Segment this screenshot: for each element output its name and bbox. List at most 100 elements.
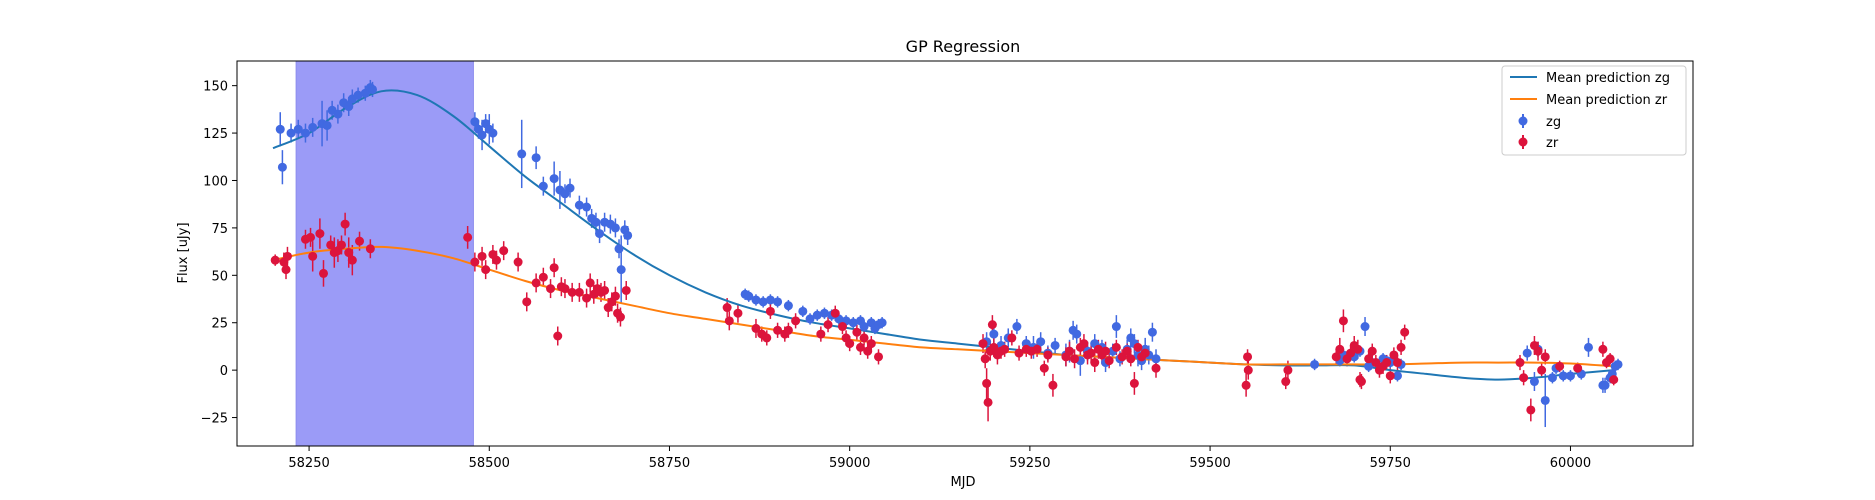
point-zr-81	[1007, 333, 1017, 343]
point-zg-26	[549, 174, 559, 184]
point-zr-18	[463, 232, 473, 242]
x-tick-label-2: 58750	[649, 456, 690, 471]
point-zr-101	[1111, 342, 1121, 352]
point-zr-20	[477, 251, 487, 261]
point-zg-45	[758, 297, 768, 307]
point-zr-16	[355, 236, 365, 246]
line-mean-prediction-zg	[272, 89, 1614, 381]
point-zr-41	[600, 285, 610, 295]
point-zr-21	[481, 265, 491, 275]
point-zr-62	[837, 322, 847, 332]
legend-swatch-zg-marker	[1518, 116, 1528, 126]
point-zg-37	[610, 223, 620, 233]
point-zr-126	[1371, 358, 1381, 368]
legend-label-zr-line: Mean prediction zr	[1546, 93, 1668, 108]
y-tick-label-4: 75	[211, 222, 228, 237]
point-zr-121	[1353, 344, 1363, 354]
point-zg-72	[1050, 340, 1060, 350]
point-zr-27	[531, 278, 541, 288]
point-zg-3	[293, 124, 303, 134]
x-tick-label-7: 60000	[1550, 456, 1591, 471]
point-zg-7	[322, 120, 332, 130]
point-zr-14	[344, 248, 354, 258]
point-zg-115	[1565, 371, 1575, 381]
point-zg-11	[344, 102, 354, 112]
point-zg-56	[848, 318, 858, 328]
point-zr-57	[783, 325, 793, 335]
point-zr-2	[282, 251, 292, 261]
point-zr-24	[499, 246, 509, 256]
point-zr-147	[1609, 375, 1619, 385]
point-zg-22	[488, 128, 498, 138]
point-zg-94	[1310, 359, 1320, 369]
point-zr-143	[1573, 363, 1583, 373]
y-tick-label-6: 125	[203, 127, 228, 142]
point-zg-106	[1392, 371, 1402, 381]
point-zr-146	[1605, 354, 1615, 364]
point-zr-111	[1243, 352, 1253, 362]
point-zr-60	[823, 320, 833, 330]
point-zg-119	[1600, 380, 1610, 390]
point-zr-80	[1000, 344, 1010, 354]
point-zr-65	[852, 327, 862, 337]
point-zr-8	[318, 268, 328, 278]
point-zr-85	[1032, 344, 1042, 354]
point-zg-33	[591, 217, 601, 227]
point-zr-25	[513, 257, 523, 267]
point-zr-129	[1382, 358, 1392, 368]
y-tick-label-0: −25	[201, 412, 228, 427]
point-zr-99	[1101, 346, 1111, 356]
x-tick-label-1: 58500	[469, 456, 510, 471]
point-zg-0	[275, 124, 285, 134]
point-zg-16	[368, 84, 378, 94]
point-zr-31	[553, 331, 563, 341]
point-zg-108	[1522, 348, 1532, 358]
point-zg-2	[286, 128, 296, 138]
point-zr-105	[1129, 378, 1139, 388]
data-points	[270, 83, 1623, 415]
point-zg-52	[819, 308, 829, 318]
point-zr-35	[574, 287, 584, 297]
x-tick-label-3: 59000	[829, 456, 870, 471]
point-zr-88	[1048, 380, 1058, 390]
point-zr-125	[1367, 346, 1377, 356]
point-zr-30	[549, 263, 559, 273]
point-zr-28	[538, 272, 548, 282]
chart-title: GP Regression	[906, 37, 1021, 56]
point-zg-24	[531, 153, 541, 163]
point-zr-72	[980, 354, 990, 364]
point-zr-103	[1122, 346, 1132, 356]
point-zr-133	[1396, 342, 1406, 352]
y-tick-label-7: 150	[203, 80, 228, 95]
point-zr-130	[1385, 371, 1395, 381]
legend-box	[1501, 65, 1687, 156]
point-zr-49	[724, 316, 734, 326]
point-zr-68	[863, 346, 873, 356]
x-tick-label-0: 58250	[288, 456, 329, 471]
y-tick-label-2: 25	[211, 317, 228, 332]
point-zr-131	[1389, 350, 1399, 360]
point-zr-7	[315, 229, 325, 239]
plot-area	[270, 60, 1623, 447]
point-zr-104	[1126, 354, 1136, 364]
x-tick-label-4: 59250	[1009, 456, 1050, 471]
point-zg-123	[1613, 359, 1623, 369]
point-zr-26	[522, 297, 532, 307]
point-zg-13	[353, 90, 363, 100]
point-zr-70	[874, 352, 884, 362]
point-zr-132	[1392, 358, 1402, 368]
point-zg-23	[517, 149, 527, 159]
point-zg-5	[308, 122, 318, 132]
point-zg-38	[614, 244, 624, 254]
point-zg-30	[574, 200, 584, 210]
point-zr-76	[987, 320, 997, 330]
point-zr-0	[270, 255, 280, 265]
point-zg-51	[812, 310, 822, 320]
point-zr-77	[989, 342, 999, 352]
x-axis-label: MJD	[950, 475, 975, 490]
point-zg-114	[1558, 371, 1568, 381]
point-zg-39	[616, 265, 626, 275]
point-zg-93	[1151, 354, 1161, 364]
point-zr-15	[347, 255, 357, 265]
